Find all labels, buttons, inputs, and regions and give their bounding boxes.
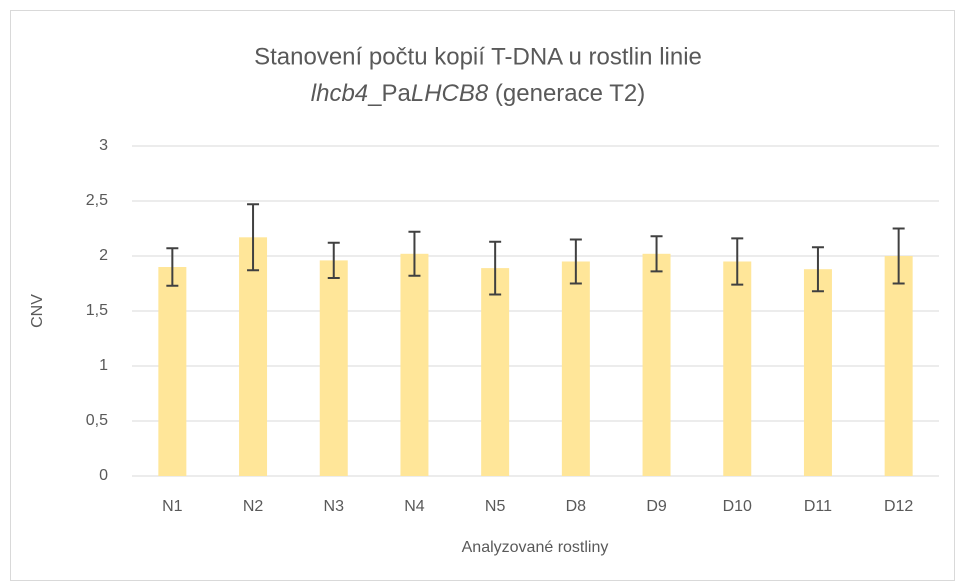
error-bar [569,238,582,285]
error-bar [731,237,744,286]
x-tick-label: N4 [404,498,425,515]
bar [158,267,187,476]
error-bar [408,230,421,277]
x-axis-label: Analyzované rostliny [462,539,609,556]
title-part: LHCB8 [411,80,489,107]
x-tick-label: N2 [243,498,264,515]
chart-title-line2: lhcb4_PaLHCB8 (generace T2) [311,80,645,107]
y-tick-label: 0 [99,467,108,484]
chart-title: Stanovení počtu kopií T-DNA u rostlin li… [254,43,702,70]
error-bar [650,235,663,273]
title-part: (generace T2) [488,80,645,107]
bar [400,253,429,476]
bar [319,260,348,476]
bar [642,253,671,476]
y-tick-label: 1,5 [86,302,108,319]
y-tick-label: 2,5 [86,192,108,209]
x-tick-label: D8 [566,498,587,515]
title-part: lhcb4 [311,80,368,107]
bar [803,269,832,476]
bar [239,237,268,476]
error-bar [327,241,340,279]
y-tick-label: 2 [99,247,108,264]
x-tick-label: N1 [162,498,183,515]
error-bar [247,203,260,272]
x-tick-label: D11 [804,498,832,515]
error-bar [892,227,905,285]
x-tick-label: D12 [884,498,913,515]
error-bar [489,240,502,296]
x-tick-label: D9 [646,498,667,515]
x-tick-label: N5 [485,498,506,515]
bar [481,268,510,476]
bar [723,261,752,476]
error-bar [166,247,179,287]
bar [884,256,913,476]
x-tick-label: N3 [324,498,345,515]
y-tick-label: 1 [99,357,108,374]
bar [561,261,590,476]
title-part: _Pa [367,80,411,107]
error-bar [811,246,824,293]
x-tick-label: D10 [723,498,752,515]
y-tick-label: 0,5 [86,412,108,429]
y-axis-label: CNV [29,294,46,328]
y-tick-label: 3 [99,137,108,154]
